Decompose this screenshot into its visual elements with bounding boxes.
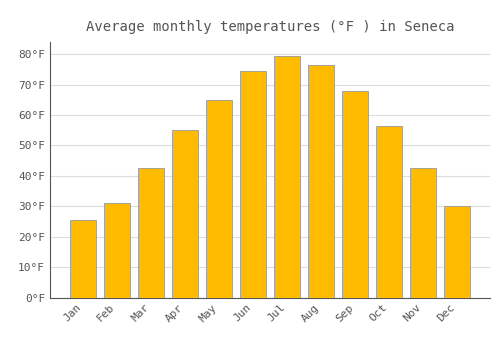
Bar	[444, 206, 470, 298]
Bar	[342, 91, 368, 298]
Bar	[104, 203, 130, 298]
Bar	[70, 220, 96, 298]
Title: Average monthly temperatures (°F ) in Seneca: Average monthly temperatures (°F ) in Se…	[86, 20, 454, 34]
Bar	[410, 168, 436, 298]
Bar	[274, 56, 300, 298]
Bar	[138, 168, 164, 298]
Bar	[308, 65, 334, 298]
Bar	[172, 130, 198, 298]
Bar	[240, 71, 266, 298]
Bar	[376, 126, 402, 298]
Bar	[206, 100, 232, 297]
